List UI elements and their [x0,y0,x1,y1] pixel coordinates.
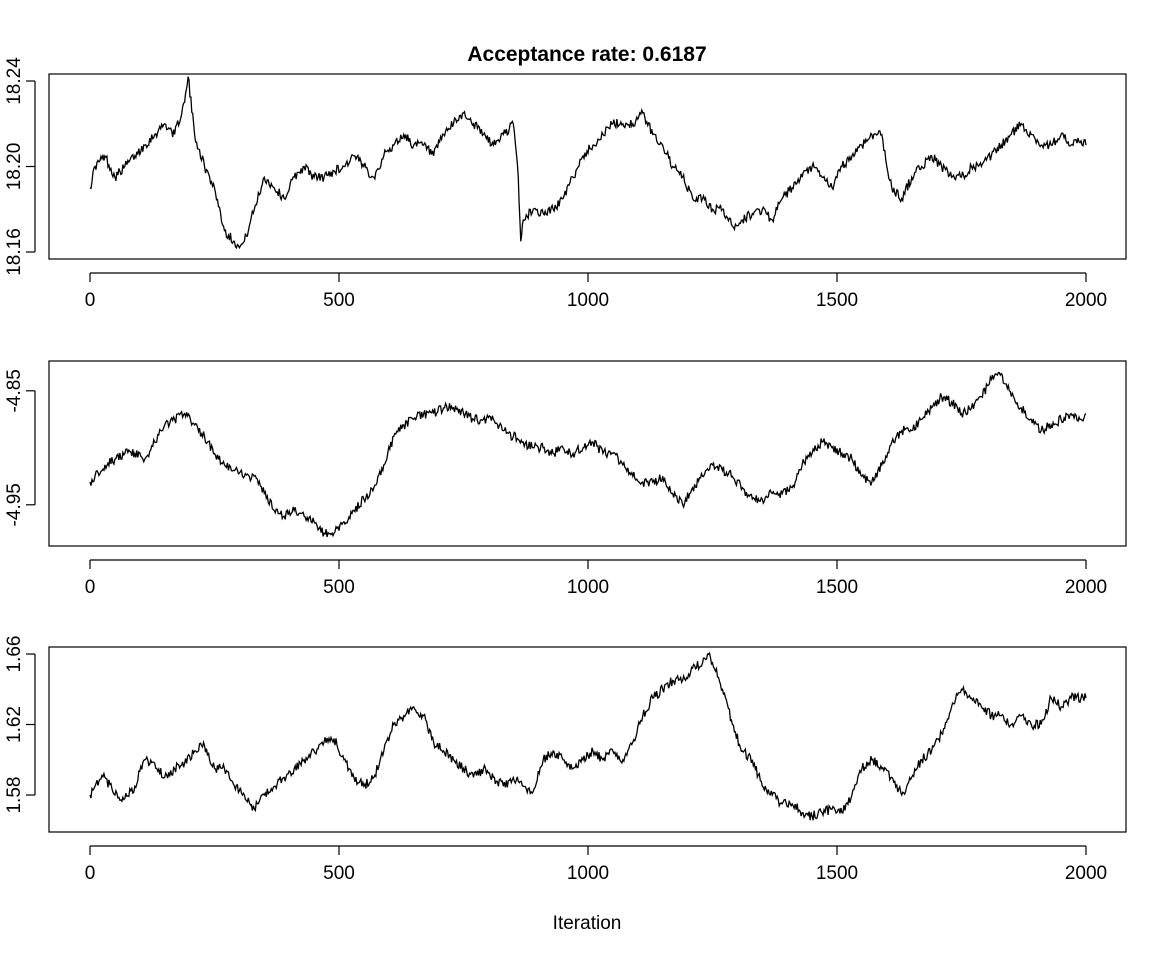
x-tick-label: 1000 [567,577,609,598]
x-tick-label: 1000 [567,290,609,311]
y-tick-label: 18.24 [4,57,25,105]
x-tick-label: 1500 [816,290,858,311]
x-axis: 0 500 1000 1500 2000 [85,845,1107,884]
panel-2: 0 500 1000 1500 2000 -4.95 -4.85 [4,360,1127,598]
chart-title: Acceptance rate: 0.6187 [467,43,706,66]
panel-1: 0 500 1000 1500 2000 18.16 18.20 18.24 [4,57,1127,311]
x-tick-label: 500 [323,290,355,311]
y-tick-label: 18.20 [4,143,25,191]
x-tick-label: 2000 [1065,863,1107,884]
x-tick-label: 1000 [567,863,609,884]
y-tick-label: 18.16 [4,228,25,276]
y-axis: -4.95 -4.85 [4,369,36,526]
x-tick-label: 0 [85,863,96,884]
panels: 0 500 1000 1500 2000 18.16 18.20 18.24 0 500 1000 1… [4,57,1127,884]
x-tick-label: 0 [85,577,96,598]
trace-line [89,651,1087,821]
x-tick-label: 500 [323,577,355,598]
y-axis: 1.58 1.62 1.66 [4,636,36,814]
x-axis: 0 500 1000 1500 2000 [85,559,1107,598]
y-axis: 18.16 18.20 18.24 [4,57,36,276]
panel-frame [48,646,1127,833]
panel-frame [48,73,1127,260]
y-tick-label: 1.58 [4,777,25,814]
y-tick-label: -4.85 [4,369,25,412]
trace-line [89,76,1087,250]
y-tick-label: 1.62 [4,706,25,743]
x-axis: 0 500 1000 1500 2000 [85,272,1107,311]
x-tick-label: 1500 [816,577,858,598]
y-tick-label: -4.95 [4,483,25,526]
x-tick-label: 2000 [1065,290,1107,311]
x-tick-label: 0 [85,290,96,311]
panel-frame [48,360,1127,547]
trace-line [89,371,1087,538]
x-axis-label: Iteration [553,913,622,934]
y-tick-label: 1.66 [4,636,25,673]
panel-3: 0 500 1000 1500 2000 1.58 1.62 1.66 [4,636,1127,884]
x-tick-label: 1500 [816,863,858,884]
x-tick-label: 500 [323,863,355,884]
x-tick-label: 2000 [1065,577,1107,598]
